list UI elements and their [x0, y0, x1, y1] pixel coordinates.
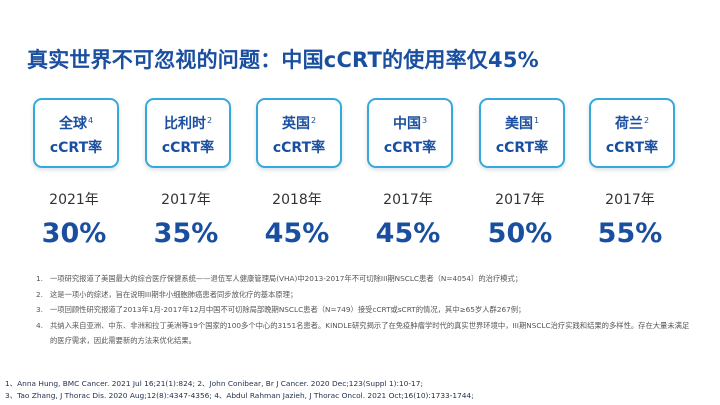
card-ref: 4	[87, 116, 94, 125]
card-label: cCRT率	[383, 140, 437, 156]
footnote-text: 共纳入来自亚洲、中东、非洲和拉丁美洲等19个国家的100多个中心的3151名患者…	[50, 320, 690, 345]
card-ref: 2	[643, 116, 650, 125]
references: 1、Anna Hung, BMC Cancer. 2021 Jul 16;21(…	[5, 378, 474, 402]
footnote-text: 一项研究报道了美国最大的综合医疗保健系统——退伍军人健康管理局(VHA)中201…	[50, 274, 523, 283]
footnote-number: 4.	[36, 320, 43, 330]
reference-line: 1、Anna Hung, BMC Cancer. 2021 Jul 16;21(…	[5, 379, 423, 388]
footnote-text: 这是一项小的综述，旨在说明III期非小细胞肺癌患者同步放化疗的基本原理；	[50, 289, 298, 299]
card-row: 全球4 cCRT率 比利时2 cCRT率 英国2 cCRT率 中国3 cCRT率…	[0, 98, 720, 168]
card-region: 英国2	[281, 116, 317, 132]
card-global: 全球4 cCRT率	[33, 98, 119, 168]
percent-value: 30%	[41, 218, 107, 249]
year-label: 2017年	[605, 192, 655, 208]
card-region: 荷兰2	[614, 116, 650, 132]
card-china: 中国3 cCRT率	[367, 98, 453, 168]
footnote-number: 1.	[36, 274, 43, 283]
year-label: 2017年	[161, 192, 211, 208]
footnote-item: 4. 共纳入来自亚洲、中东、非洲和拉丁美洲等19个国家的100多个中心的3151名…	[36, 318, 696, 348]
page-title: 真实世界不可忽视的问题：中国cCRT的使用率仅45%	[27, 48, 539, 72]
card-ref: 3	[421, 116, 428, 125]
card-label: cCRT率	[49, 140, 103, 156]
card-label: cCRT率	[495, 140, 549, 156]
card-ref: 1	[533, 116, 540, 125]
card-uk: 英国2 cCRT率	[256, 98, 342, 168]
percent-value: 55%	[597, 218, 663, 249]
card-label: cCRT率	[272, 140, 326, 156]
percent-value: 45%	[264, 218, 330, 249]
card-region: 美国1	[504, 116, 540, 132]
card-region: 全球4	[58, 116, 94, 132]
percent-value: 50%	[487, 218, 553, 249]
year-label: 2021年	[49, 192, 99, 208]
footnotes: 1. 一项研究报道了美国最大的综合医疗保健系统——退伍军人健康管理局(VHA)中2…	[36, 271, 696, 348]
card-ref: 2	[206, 116, 213, 125]
footnote-item: 3. 一项回顾性研究报道了2013年1月-2017年12月中国不可切除局部晚期NS…	[36, 302, 696, 318]
card-ref: 2	[310, 116, 317, 125]
year-label: 2017年	[383, 192, 433, 208]
percent-value: 35%	[153, 218, 219, 249]
reference-line: 3、Tao Zhang, J Thorac Dis. 2020 Aug;12(8…	[5, 391, 474, 400]
card-usa: 美国1 cCRT率	[479, 98, 565, 168]
year-label: 2017年	[495, 192, 545, 208]
card-region: 中国3	[392, 116, 428, 132]
card-label: cCRT率	[161, 140, 215, 156]
percent-value: 45%	[375, 218, 441, 249]
footnote-item: 2. 这是一项小的综述，旨在说明III期非小细胞肺癌患者同步放化疗的基本原理；	[36, 287, 696, 303]
card-belgium: 比利时2 cCRT率	[145, 98, 231, 168]
footnote-item: 1. 一项研究报道了美国最大的综合医疗保健系统——退伍军人健康管理局(VHA)中2…	[36, 271, 696, 287]
card-region: 比利时2	[163, 116, 213, 132]
footnote-number: 3.	[36, 305, 43, 314]
year-label: 2018年	[272, 192, 322, 208]
card-netherlands: 荷兰2 cCRT率	[589, 98, 675, 168]
footnote-number: 2.	[36, 289, 43, 299]
footnote-text: 一项回顾性研究报道了2013年1月-2017年12月中国不可切除局部晚期NSCL…	[50, 305, 526, 314]
card-label: cCRT率	[605, 140, 659, 156]
